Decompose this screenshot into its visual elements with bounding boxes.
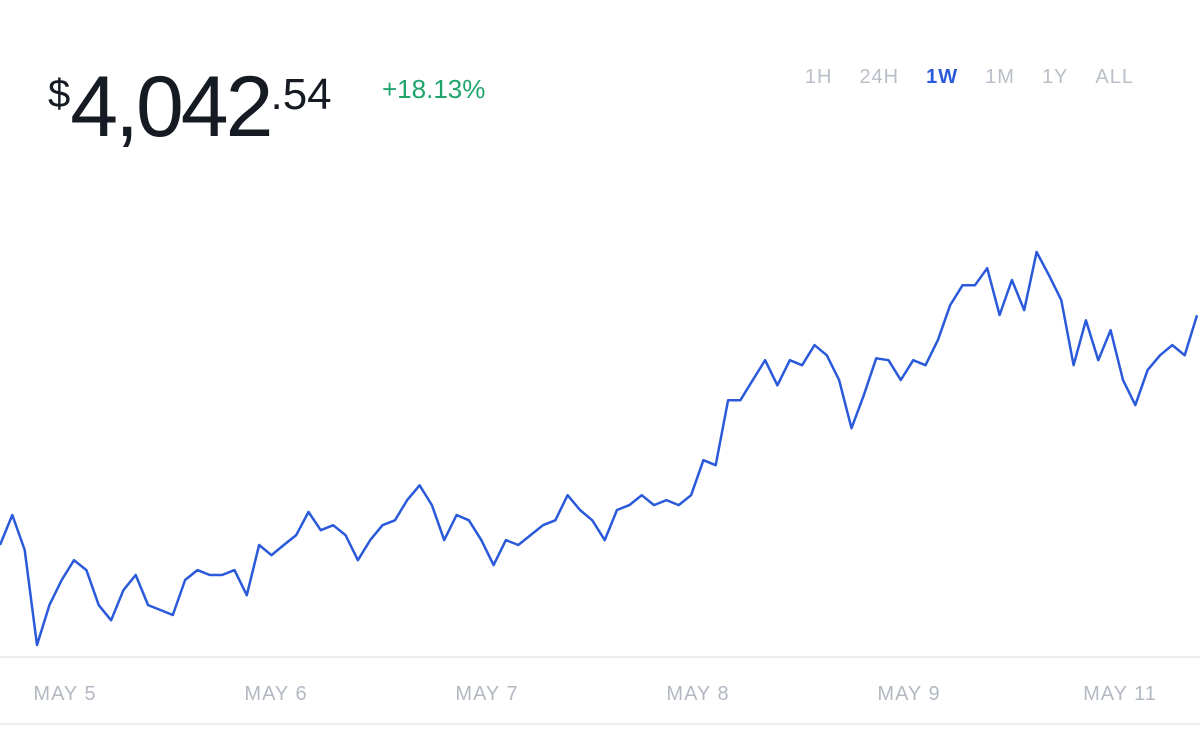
price-change: +18.13%: [382, 74, 486, 104]
range-button[interactable]: 1H: [804, 66, 833, 88]
x-tick-label: MAY 9: [877, 683, 940, 705]
range-button[interactable]: 1Y: [1041, 66, 1069, 88]
price-symbol: $: [48, 72, 71, 116]
price-line: [0, 250, 1199, 647]
price: $4,042.54: [48, 58, 332, 157]
price-cents: .54: [270, 70, 332, 119]
x-tick-label: MAY 8: [666, 683, 729, 705]
range-button[interactable]: 24H: [859, 66, 900, 88]
x-tick-label: MAY 6: [244, 683, 307, 705]
range-selector: 1H 24H 1W 1M 1Y ALL: [805, 66, 1134, 89]
x-tick-label: MAY 11: [1083, 683, 1157, 705]
range-button[interactable]: 1M: [985, 66, 1015, 88]
range-button[interactable]: 1W: [926, 66, 959, 88]
x-tick-label: MAY 5: [33, 683, 96, 705]
range-button[interactable]: ALL: [1095, 66, 1134, 88]
price-whole: 4,042: [70, 59, 273, 155]
x-tick-label: MAY 7: [455, 683, 518, 705]
